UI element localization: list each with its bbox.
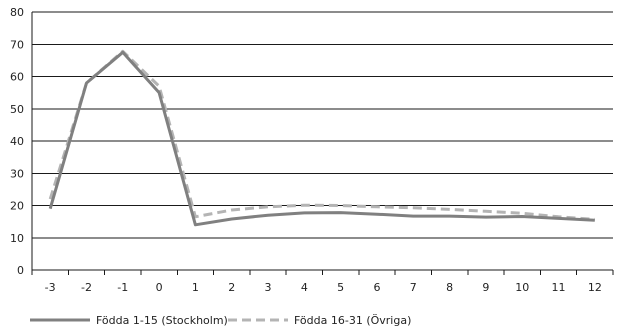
series-line-1 xyxy=(48,50,595,227)
x-tick-label: -3 xyxy=(45,281,56,294)
x-tick-label: 7 xyxy=(410,281,417,294)
x-tick-label: 9 xyxy=(482,281,489,294)
x-axis xyxy=(31,12,614,275)
y-tick-label: 20 xyxy=(10,200,24,213)
x-tick-label: 8 xyxy=(446,281,453,294)
y-axis-tick-labels: 0 10 20 30 40 50 60 70 80 xyxy=(10,6,24,277)
x-tick-label: 12 xyxy=(588,281,602,294)
legend-label-series-1: Födda 1-15 (Stockholm) xyxy=(96,314,228,327)
x-tick-label: 5 xyxy=(337,281,344,294)
x-tick-label: -2 xyxy=(81,281,92,294)
x-tick-label: 1 xyxy=(192,281,199,294)
y-tick-label: 10 xyxy=(10,232,24,245)
x-tick-label: 11 xyxy=(552,281,566,294)
x-tick-label: 10 xyxy=(515,281,529,294)
legend-item-series-2: Födda 16-31 (Övriga) xyxy=(228,314,411,327)
legend-label-series-2: Födda 16-31 (Övriga) xyxy=(294,314,411,327)
x-tick-label: 4 xyxy=(301,281,308,294)
legend: Födda 1-15 (Stockholm) Födda 16-31 (Övri… xyxy=(30,314,411,327)
y-tick-label: 0 xyxy=(17,264,24,277)
x-tick-label: 2 xyxy=(228,281,235,294)
gridlines xyxy=(32,11,613,271)
series-line-2 xyxy=(48,49,595,221)
y-tick-label: 60 xyxy=(10,71,24,84)
x-tick-label: -1 xyxy=(117,281,128,294)
y-tick-label: 70 xyxy=(10,38,24,51)
x-tick-label: 6 xyxy=(373,281,380,294)
legend-item-series-1: Födda 1-15 (Stockholm) xyxy=(30,314,228,327)
x-tick-label: 3 xyxy=(265,281,272,294)
y-tick-label: 50 xyxy=(10,103,24,116)
y-tick-label: 80 xyxy=(10,6,24,19)
series-lines xyxy=(48,49,595,227)
x-axis-tick-labels: -3 -2 -1 0 1 2 3 4 5 6 7 8 9 10 11 12 xyxy=(45,281,602,294)
y-tick-label: 30 xyxy=(10,167,24,180)
x-tick-label: 0 xyxy=(156,281,163,294)
y-tick-label: 40 xyxy=(10,135,24,148)
